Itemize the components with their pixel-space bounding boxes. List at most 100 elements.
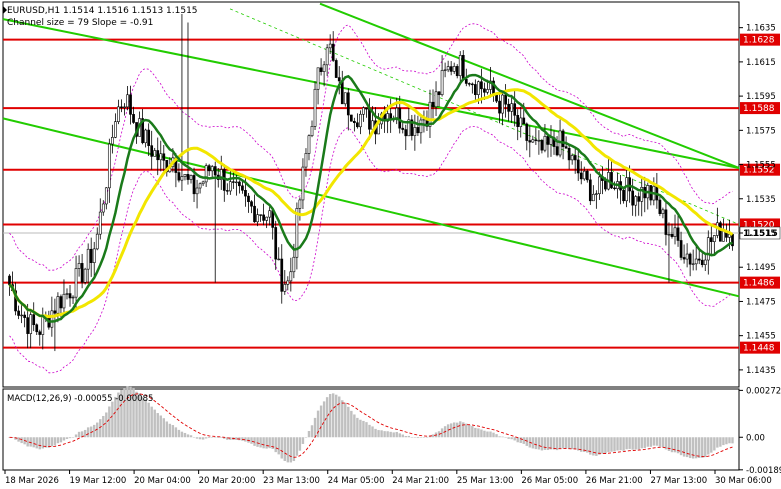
candle	[619, 174, 622, 205]
macd-bar	[59, 437, 63, 443]
price-tick-label: 1.1535	[746, 195, 776, 205]
macd-bar	[214, 437, 217, 438]
trend-channel	[2, 2, 740, 298]
candle	[141, 109, 144, 145]
macd-bar	[583, 437, 586, 452]
macd-bar	[41, 437, 44, 449]
macd-bar	[525, 437, 528, 446]
macd-bar	[265, 437, 268, 449]
macd-bar	[62, 437, 66, 441]
candle	[640, 177, 644, 217]
candle	[682, 244, 686, 264]
price-tick-label: 1.1455	[746, 332, 776, 342]
candle	[189, 174, 193, 184]
macd-bar	[328, 394, 332, 438]
price-tick-label: 1.1475	[746, 297, 776, 307]
macd-bar	[11, 437, 14, 438]
candle	[643, 176, 647, 213]
candle	[186, 22, 190, 185]
macd-bar	[132, 388, 135, 438]
candle	[159, 140, 163, 172]
candle	[213, 161, 217, 283]
candle	[437, 91, 441, 107]
macd-bar	[102, 415, 105, 438]
macd-tick-label: -0.00189	[746, 466, 781, 476]
macd-bar	[489, 431, 492, 438]
macd-bar	[543, 437, 547, 450]
candle	[356, 113, 359, 129]
macd-bar	[295, 437, 299, 456]
candle	[310, 120, 314, 138]
macd-bar	[174, 427, 178, 438]
macd-bar	[682, 437, 686, 457]
candle	[661, 207, 665, 219]
macd-bar	[195, 437, 199, 439]
macd-bar	[325, 397, 329, 438]
macd-bar	[398, 433, 401, 438]
candle	[150, 130, 154, 170]
macd-bar	[280, 437, 283, 459]
macd-bar	[71, 437, 75, 438]
macd-bar	[570, 437, 574, 450]
level-tag-label: 1.1588	[743, 104, 775, 114]
macd-bar	[274, 437, 277, 453]
macd-bar	[356, 417, 359, 438]
macd-bar	[298, 437, 302, 451]
macd-bar	[126, 386, 129, 438]
macd-bar	[468, 424, 471, 438]
candle	[286, 276, 290, 291]
candle	[277, 247, 281, 261]
macd-bar	[117, 392, 120, 438]
candle	[346, 88, 350, 131]
macd-bar	[561, 437, 565, 449]
candle	[513, 89, 517, 127]
macd-bar	[89, 426, 93, 438]
candle	[646, 182, 650, 210]
candle	[664, 199, 668, 246]
candle	[440, 55, 444, 97]
macd-bar	[244, 437, 247, 442]
macd-bar	[658, 437, 662, 447]
macd-bar	[171, 425, 175, 438]
candle	[670, 223, 674, 239]
macd-bar	[180, 431, 184, 438]
candle	[694, 246, 698, 271]
macd-bar	[637, 437, 640, 450]
macd-bar	[440, 428, 444, 438]
candle	[89, 237, 93, 277]
candle	[177, 163, 181, 183]
candle	[183, 174, 187, 181]
candle	[519, 106, 523, 138]
macd-bar	[144, 399, 147, 438]
candle	[712, 234, 716, 255]
candle	[86, 243, 90, 284]
time-label: 27 Mar 13:00	[650, 476, 707, 486]
candle	[316, 67, 320, 105]
macd-bar	[159, 415, 162, 438]
level-tag	[740, 163, 780, 176]
macd-bar	[301, 437, 305, 444]
macd-bar	[522, 437, 525, 444]
price-tick-label: 1.1575	[746, 126, 776, 136]
macd-bar	[153, 409, 156, 438]
macd-bar	[589, 437, 592, 455]
candle	[470, 82, 474, 94]
candle	[319, 58, 323, 76]
time-label: 19 Mar 12:00	[70, 476, 127, 486]
macd-bar	[694, 437, 698, 459]
candle	[14, 282, 17, 316]
candle	[337, 66, 341, 95]
macd-bar	[44, 437, 48, 448]
candle	[304, 148, 308, 177]
macd-bar	[701, 437, 704, 458]
level-tag-label: 1.1628	[743, 36, 775, 46]
macd-bar	[204, 437, 208, 439]
macd-bar	[223, 437, 226, 439]
candle	[676, 215, 680, 247]
macd-bar	[111, 401, 114, 438]
candle	[498, 91, 501, 124]
price-tick-label: 1.1555	[746, 161, 776, 171]
macd-bar	[592, 437, 595, 456]
macd-bar	[20, 437, 23, 444]
